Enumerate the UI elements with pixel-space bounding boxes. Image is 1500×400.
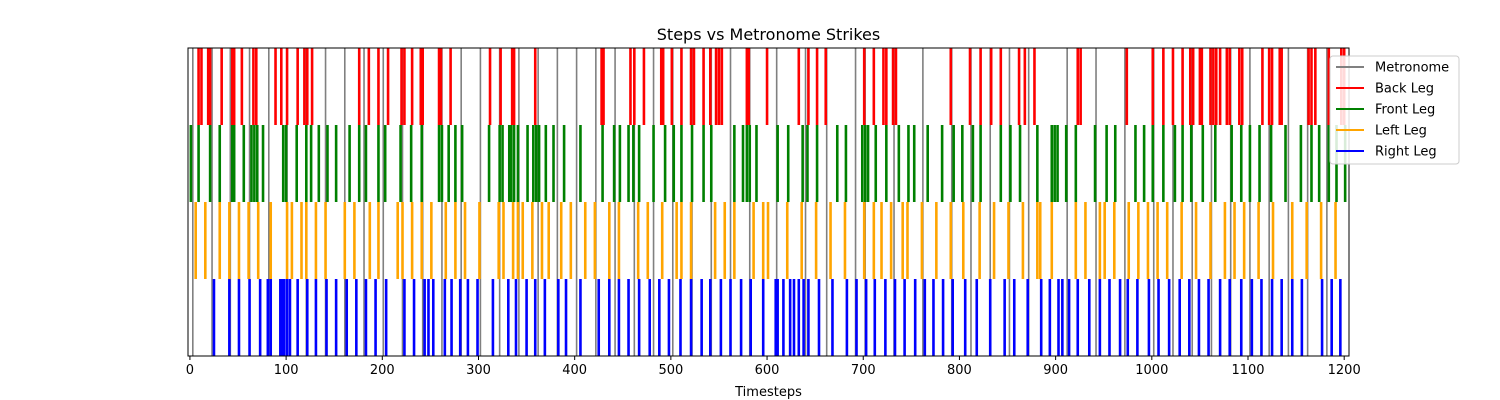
x-tick-label-500: 500 [658,363,683,378]
legend: Metronome Back Leg Front Leg Left Leg Right … [1329,55,1460,165]
x-axis: 0 100 200 300 400 500 600 700 800 900 1000 1100 1200 [186,356,1361,378]
x-tick-label-800: 800 [947,363,972,378]
event-marks [189,48,1347,356]
plot-area-frame [187,47,1350,357]
right-leg-series [212,279,1342,356]
legend-label-front-leg: Front Leg [1375,103,1435,118]
chart-title: Steps vs Metronome Strikes [657,25,880,44]
left-leg-series [194,202,1337,279]
x-axis-title: Timesteps [734,385,802,400]
legend-label-left-leg: Left Leg [1375,124,1427,139]
x-tick-label-1100: 1100 [1231,363,1264,378]
x-tick-label-1000: 1000 [1135,363,1168,378]
x-tick-label-600: 600 [755,363,780,378]
front-leg-series [189,125,1347,202]
x-tick-label-900: 900 [1043,363,1068,378]
x-tick-label-0: 0 [186,363,194,378]
back-leg-series [197,48,1346,125]
x-tick-label-400: 400 [562,363,587,378]
x-tick-label-1200: 1200 [1328,363,1361,378]
x-tick-label-100: 100 [274,363,299,378]
legend-label-metronome: Metronome [1375,61,1449,76]
legend-label-back-leg: Back Leg [1375,82,1434,97]
x-tick-label-300: 300 [466,363,491,378]
x-tick-label-700: 700 [851,363,876,378]
legend-label-right-leg: Right Leg [1375,145,1437,160]
legend-box [1329,55,1460,165]
x-tick-label-200: 200 [370,363,395,378]
